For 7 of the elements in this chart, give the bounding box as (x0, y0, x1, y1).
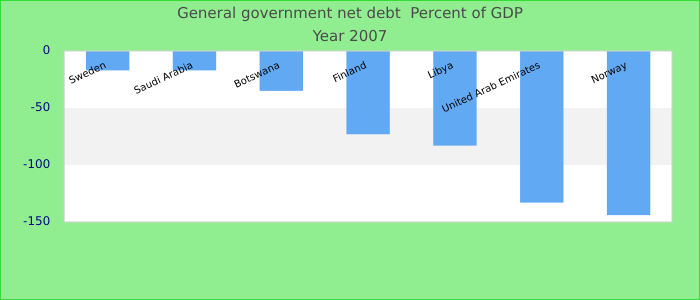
y-tick-label: 0 (42, 43, 50, 58)
x-tick-label: Libya (426, 60, 456, 82)
y-tick-label: -100 (23, 157, 50, 172)
y-tick-label: -150 (23, 214, 50, 228)
y-tick-label: -50 (30, 100, 50, 114)
chart-subtitle: Year 2007 (312, 27, 388, 45)
chart-title: General government net debt Percent of GDP (176, 4, 524, 22)
